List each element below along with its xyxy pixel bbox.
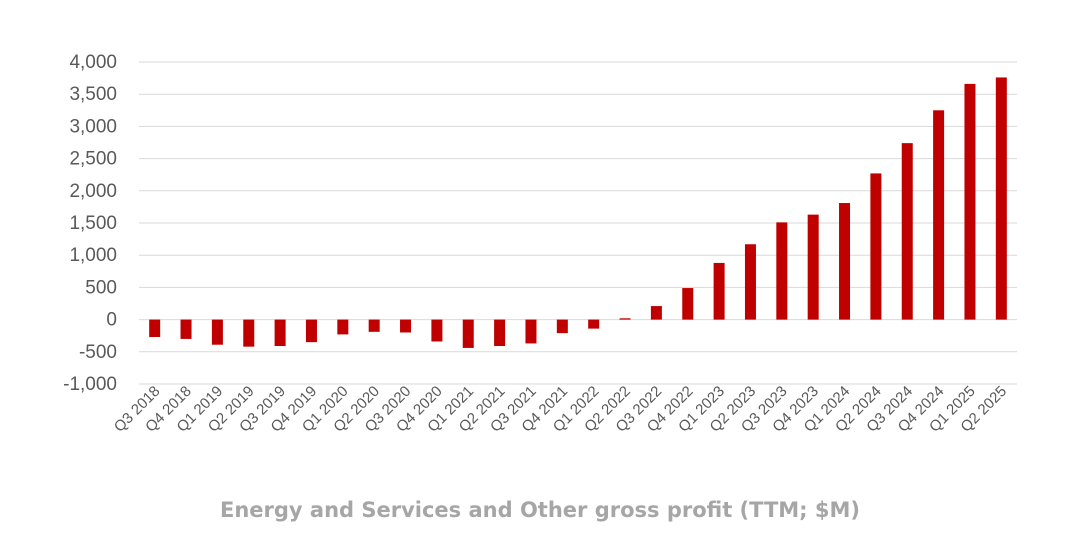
bar [839,203,851,320]
bar [995,77,1007,320]
bar [462,319,474,348]
bars [149,77,1007,348]
gridlines [139,61,1017,385]
bar [713,262,725,320]
bar [400,319,412,333]
bar [556,319,568,334]
bar [776,222,788,320]
bar [180,319,192,339]
bar [305,319,317,343]
y-tick-label: 3,000 [69,116,117,137]
y-tick-label: -500 [79,342,117,363]
bar [525,319,537,344]
bar [870,173,882,320]
bar [431,319,443,342]
bar [807,214,819,320]
bar [901,143,913,320]
bar [149,319,161,337]
y-tick-label: 500 [85,277,117,298]
bar [619,318,631,320]
y-tick-label: 2,000 [69,181,117,202]
bar [368,319,380,332]
bar [494,319,506,347]
bar [588,319,600,329]
bar [337,319,349,335]
y-tick-label: 3,500 [69,84,117,105]
bar [933,110,945,320]
y-tick-label: 4,000 [69,52,117,73]
y-tick-label: 0 [106,310,117,331]
y-axis-tick-labels: -1,000 -500 0 500 1,000 1,500 2,000 2,500 3,000 3… [63,52,117,395]
y-tick-label: -1,000 [63,374,117,395]
bar [682,288,694,320]
bar [744,244,756,320]
y-tick-label: 1,000 [69,245,117,266]
bar [243,319,255,347]
y-tick-label: 1,500 [69,213,117,234]
bar [964,83,976,320]
chart-title: Energy and Services and Other gross prof… [219,498,861,522]
bar [650,306,662,320]
bar [211,319,223,345]
bar [274,319,286,347]
y-tick-label: 2,500 [69,149,117,170]
